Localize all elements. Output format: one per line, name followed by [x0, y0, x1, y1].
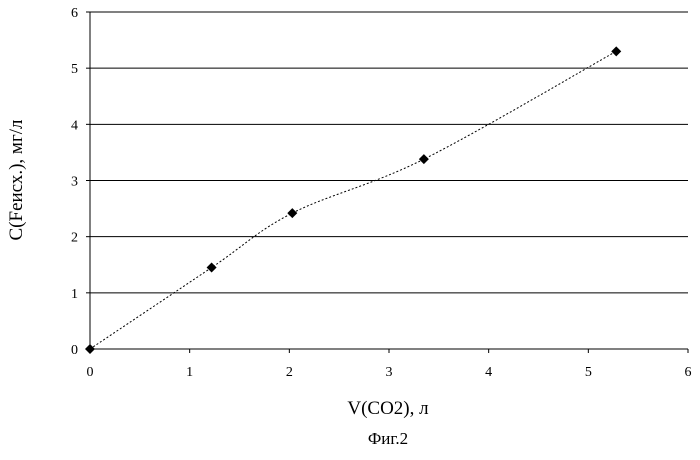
data-point-1 — [207, 263, 217, 273]
x-tick-label-3: 3 — [386, 365, 393, 380]
x-tick-label-0: 0 — [87, 365, 94, 380]
data-point-2 — [287, 208, 297, 218]
y-tick-label-6: 6 — [71, 6, 78, 21]
series-line-0 — [90, 51, 616, 349]
data-point-0 — [85, 344, 95, 354]
figure-caption: Фиг.2 — [368, 429, 408, 448]
tick-labels: 0 1 2 3 4 5 6 0 1 2 3 4 5 6 — [71, 6, 692, 380]
y-tick-label-4: 4 — [71, 118, 78, 133]
data-point-3 — [419, 154, 429, 164]
x-axis-title: V(CO2), л — [347, 398, 429, 419]
data-point-4 — [611, 46, 621, 56]
y-tick-label-1: 1 — [71, 287, 78, 302]
x-tick-label-4: 4 — [485, 365, 492, 380]
data-points — [85, 46, 621, 354]
x-tick-label-5: 5 — [585, 365, 592, 380]
y-tick-label-2: 2 — [71, 231, 78, 246]
x-tick-label-1: 1 — [186, 365, 193, 380]
series-line — [90, 51, 616, 349]
y-axis-title: C(Feисх.), мг/л — [6, 119, 27, 241]
x-tick-label-6: 6 — [685, 365, 692, 380]
grid-lines — [90, 12, 688, 293]
axes — [86, 12, 688, 353]
x-tick-label-2: 2 — [286, 365, 293, 380]
y-tick-label-3: 3 — [71, 175, 78, 190]
y-tick-label-5: 5 — [71, 62, 78, 77]
y-tick-label-0: 0 — [71, 343, 78, 358]
